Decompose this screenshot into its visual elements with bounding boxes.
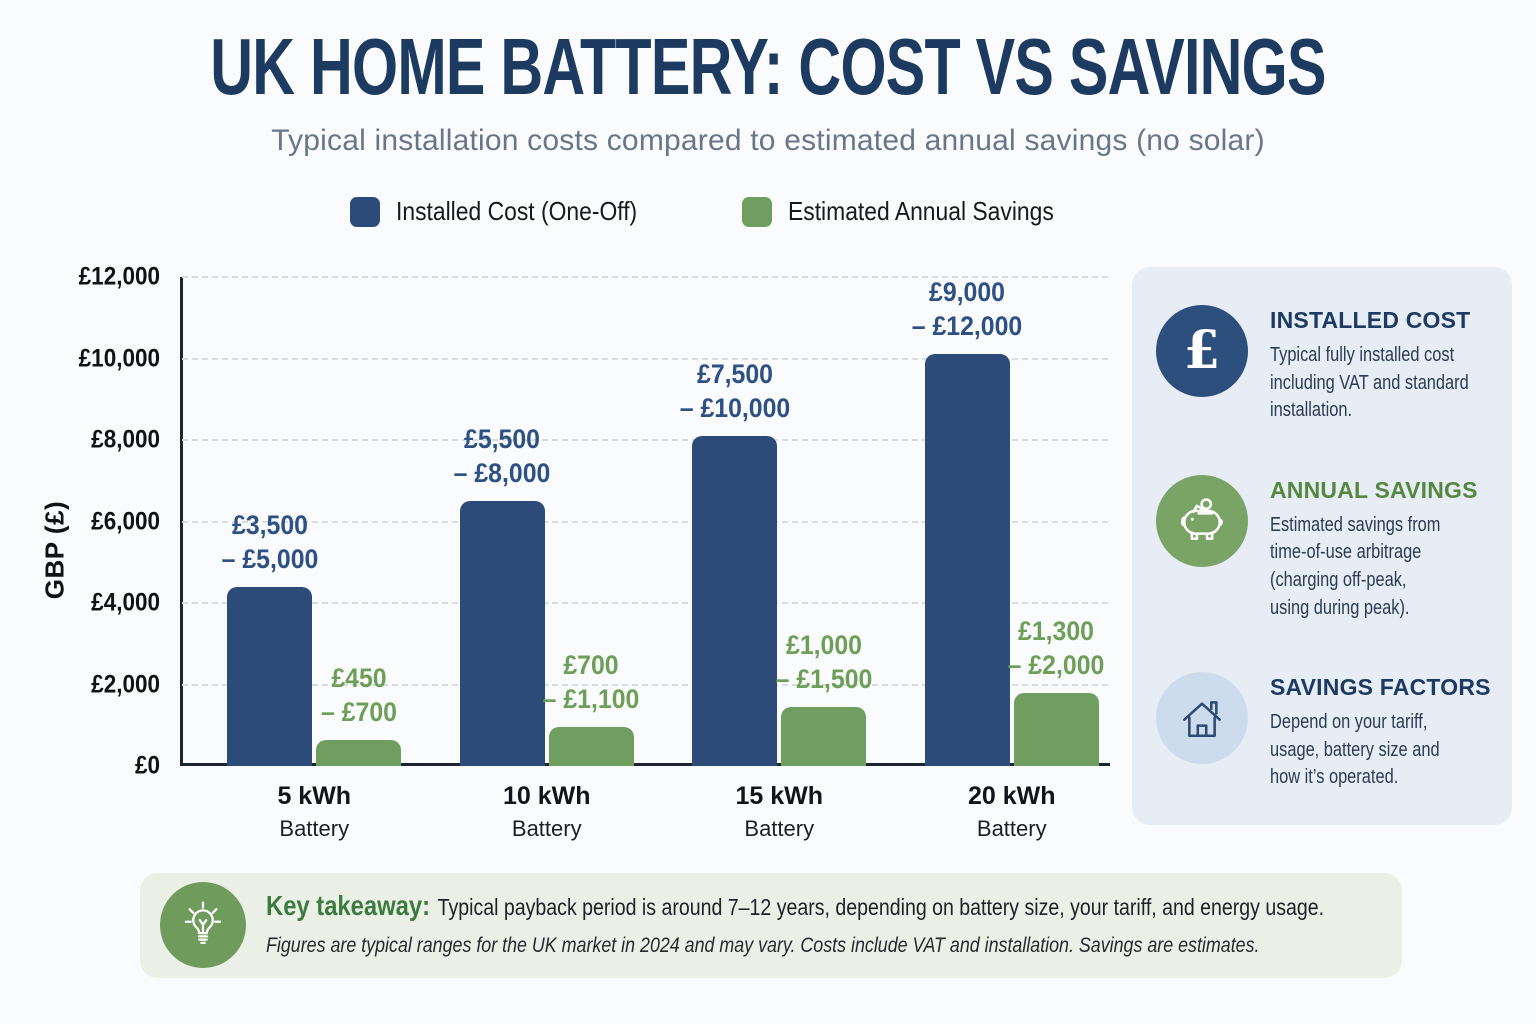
pound-sign-icon: £ xyxy=(1156,305,1248,397)
gridline xyxy=(182,602,1108,604)
gridline xyxy=(182,276,1108,278)
savings-range-label: £450 – £700 xyxy=(320,663,397,727)
key-takeaway-banner: Key takeaway: Typical payback period is … xyxy=(140,873,1402,978)
cost-bar xyxy=(924,354,1010,766)
sidebar-item-title: SAVINGS FACTORS xyxy=(1270,674,1491,701)
cost-range-label: £7,500 – £10,000 xyxy=(679,359,791,423)
takeaway-heading: Key takeaway: xyxy=(266,890,431,921)
y-tick-label: £8,000 xyxy=(91,425,160,454)
savings-bar xyxy=(316,740,402,766)
cost-range-label: £5,500 – £8,000 xyxy=(453,424,551,488)
gridline xyxy=(182,520,1108,523)
x-axis-label: 20 kWh Battery xyxy=(902,782,1122,842)
pound-glyph: £ xyxy=(1183,320,1221,381)
info-sidebar: £ INSTALLED COST Typical fully installed… xyxy=(1132,267,1512,825)
x-axis-label: 5 kWh Battery xyxy=(204,782,424,842)
page-title: UK HOME BATTERY: COST VS SAVINGS xyxy=(210,22,1326,111)
cost-range-label: £3,500 – £5,000 xyxy=(221,510,319,574)
legend-swatch xyxy=(349,196,380,227)
legend-swatch xyxy=(742,196,772,227)
y-tick-label: £10,000 xyxy=(78,344,160,372)
sidebar-item-title: ANNUAL SAVINGS xyxy=(1270,476,1478,503)
legend-label: Estimated Annual Savings xyxy=(788,196,1054,226)
category-label: 10 kWh xyxy=(502,782,591,810)
savings-range-label: £1,300 – £2,000 xyxy=(1007,616,1105,680)
cost-range-label: £9,000 – £12,000 xyxy=(911,277,1023,341)
savings-bar xyxy=(548,727,634,766)
takeaway-footnote: Figures are typical ranges for the UK ma… xyxy=(266,934,1260,957)
category-label: 5 kWh xyxy=(277,782,352,810)
takeaway-line: Key takeaway: Typical payback period is … xyxy=(266,890,1324,922)
page-subtitle: Typical installation costs compared to e… xyxy=(271,124,1265,157)
cost-bar xyxy=(227,587,313,766)
y-tick-label: £4,000 xyxy=(91,588,160,617)
savings-bar xyxy=(781,707,867,766)
gridline xyxy=(182,357,1108,360)
cost-bar xyxy=(459,501,545,766)
legend-item: Estimated Annual Savings xyxy=(742,196,1090,227)
piggy-bank-icon xyxy=(1156,474,1248,567)
legend-item: Installed Cost (One-Off) xyxy=(349,196,670,227)
category-sublabel: Battery xyxy=(279,816,350,841)
y-tick-label: £0 xyxy=(134,751,160,780)
cost-bar xyxy=(692,436,778,766)
category-label: 20 kWh xyxy=(967,782,1056,810)
sidebar-item-installed-cost: £ INSTALLED COST Typical fully installed… xyxy=(1156,305,1492,425)
y-tick-label: £6,000 xyxy=(91,507,160,535)
gridline xyxy=(182,683,1108,686)
savings-range-label: £1,000 – £1,500 xyxy=(775,630,873,694)
sidebar-item-title: INSTALLED COST xyxy=(1270,307,1471,333)
chart-legend: Installed Cost (One-Off) Estimated Annual… xyxy=(0,196,1440,227)
takeaway-text: Typical payback period is around 7–12 ye… xyxy=(437,894,1325,920)
x-axis-label: 10 kWh Battery xyxy=(437,782,657,842)
sidebar-item-savings-factors: SAVINGS FACTORS Depend on your tariff, u… xyxy=(1156,672,1492,792)
legend-label: Installed Cost (One-Off) xyxy=(395,196,638,226)
savings-bar xyxy=(1013,693,1099,766)
savings-range-label: £700 – £1,100 xyxy=(542,650,640,714)
lightbulb-icon xyxy=(160,882,246,968)
sidebar-item-annual-savings: ANNUAL SAVINGS Estimated savings from ti… xyxy=(1156,474,1492,622)
sidebar-item-body: Estimated savings from time-of-use arbit… xyxy=(1270,513,1441,619)
category-sublabel: Battery xyxy=(744,816,815,841)
sidebar-item-body: Depend on your tariff, usage, battery si… xyxy=(1270,711,1440,789)
sidebar-item-body: Typical fully installed cost including V… xyxy=(1270,344,1469,422)
category-label: 15 kWh xyxy=(735,782,824,810)
plot-area xyxy=(180,277,1110,766)
house-icon xyxy=(1156,672,1248,765)
y-tick-label: £2,000 xyxy=(91,670,160,698)
category-sublabel: Battery xyxy=(511,816,582,841)
y-tick-label: £12,000 xyxy=(78,262,160,291)
x-axis-label: 15 kWh Battery xyxy=(669,782,889,842)
category-sublabel: Battery xyxy=(976,816,1047,841)
gridline xyxy=(182,439,1108,441)
